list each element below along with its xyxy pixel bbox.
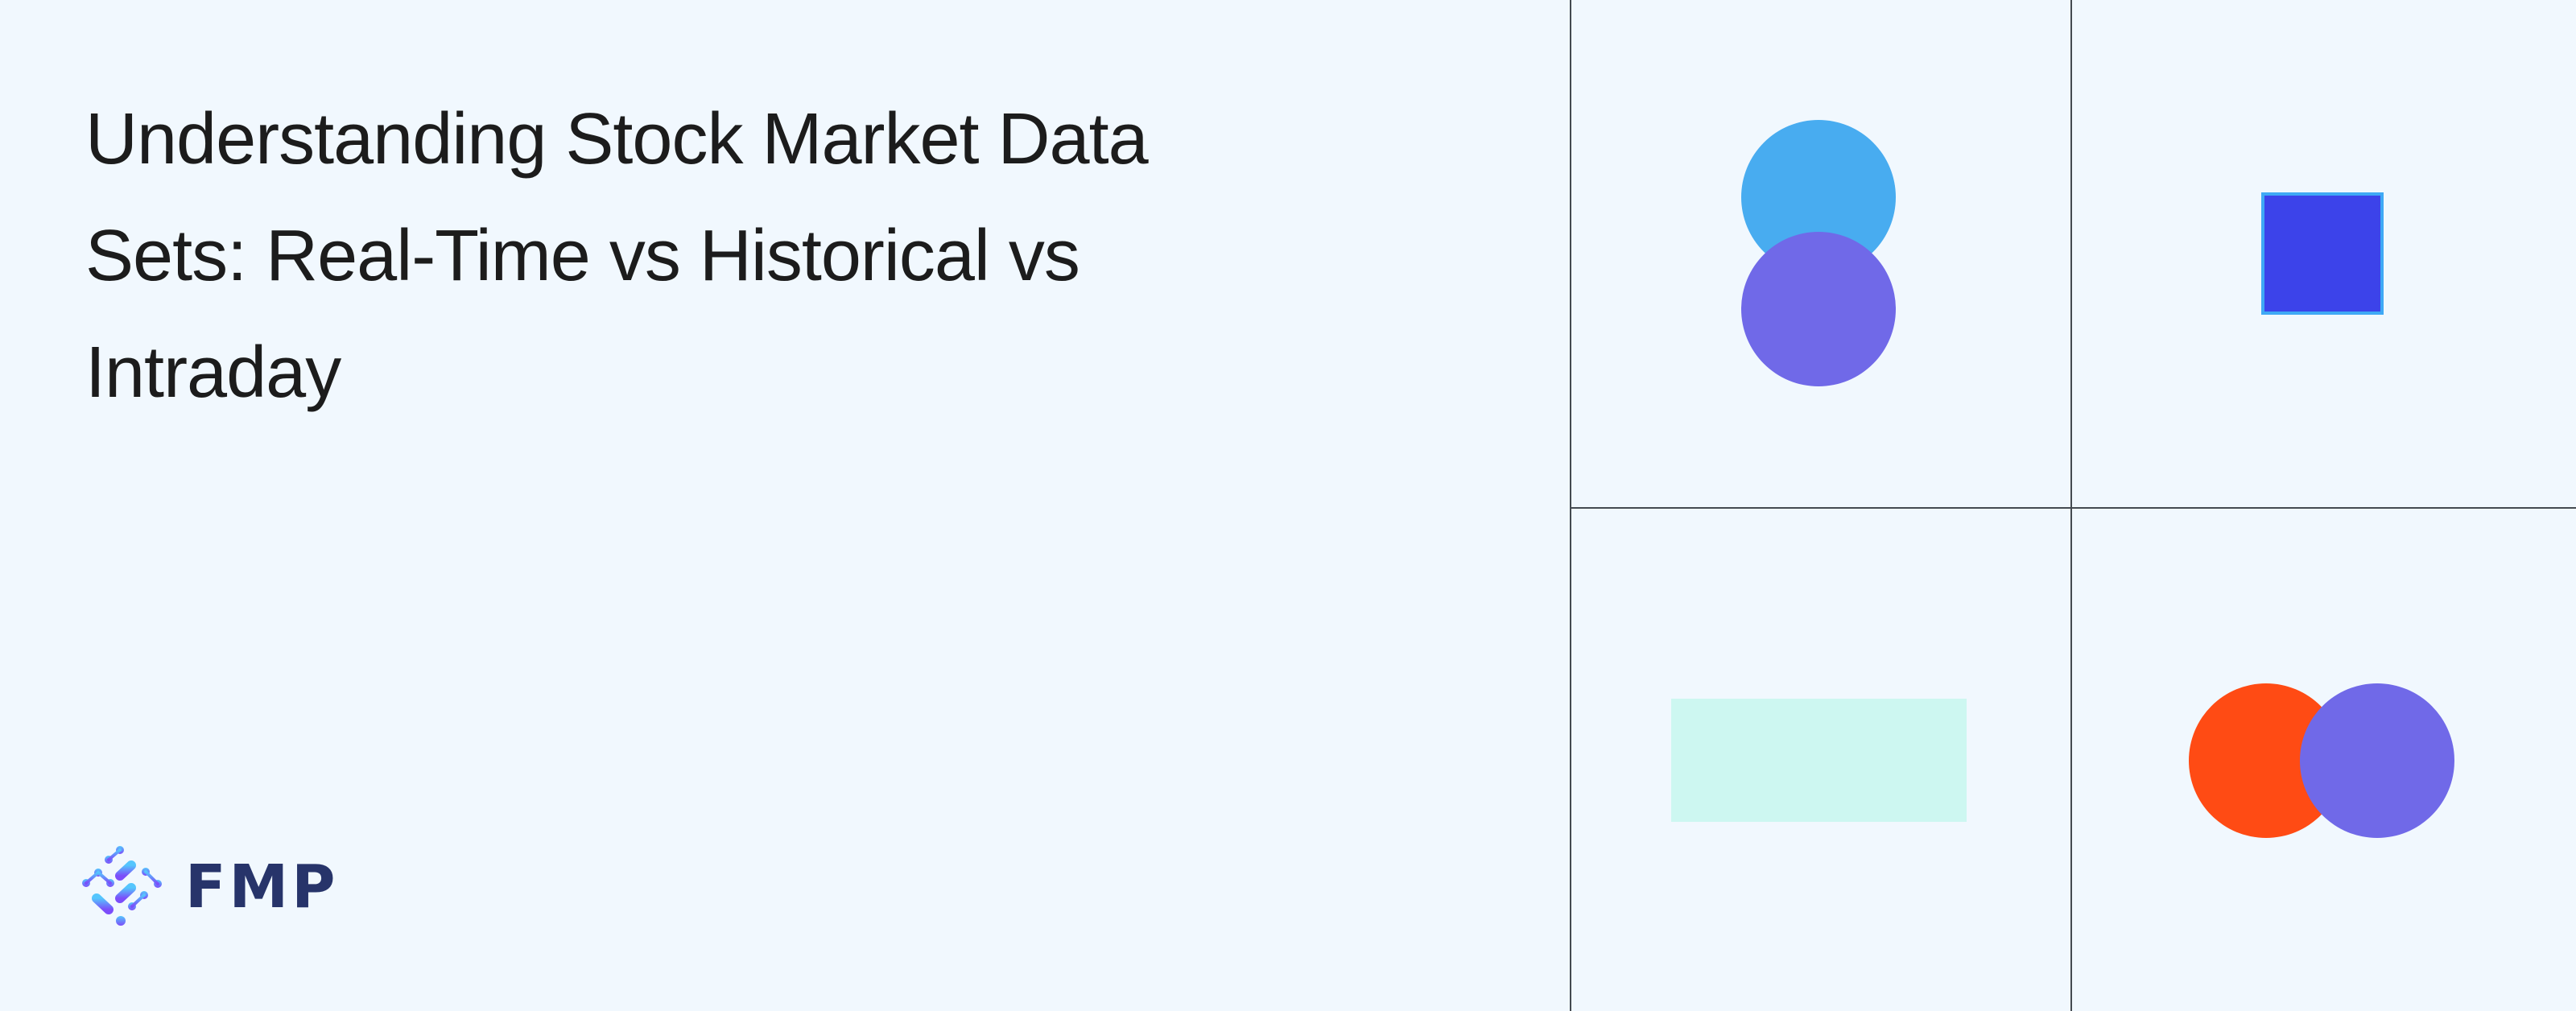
grid-divider-middle	[2070, 0, 2072, 1011]
fmp-logo-icon	[82, 846, 162, 926]
grid-divider-left	[1570, 0, 1571, 1011]
title-line-2: Sets: Real-Time vs Historical vs	[85, 216, 1080, 296]
title-line-3: Intraday	[85, 332, 341, 413]
purple-circle-right	[2300, 683, 2454, 838]
logo-text: FMP	[185, 852, 339, 922]
page-title: Understanding Stock Market Data Sets: Re…	[85, 81, 1373, 431]
grid-divider-horizontal	[1570, 507, 2576, 509]
purple-circle-top	[1741, 232, 1896, 386]
title-line-1: Understanding Stock Market Data	[85, 99, 1149, 180]
blue-square	[2261, 192, 2384, 315]
fmp-logo: FMP	[80, 845, 338, 929]
mint-rectangle	[1671, 699, 1967, 822]
